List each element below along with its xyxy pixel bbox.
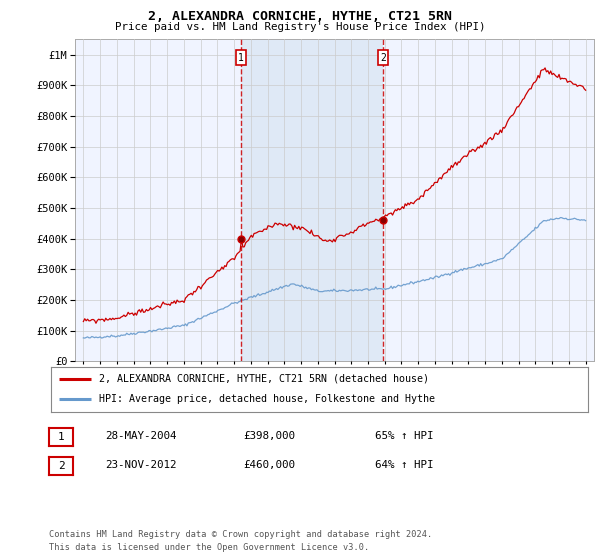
Text: 65% ↑ HPI: 65% ↑ HPI	[375, 431, 433, 441]
Text: 1: 1	[238, 53, 244, 63]
Text: HPI: Average price, detached house, Folkestone and Hythe: HPI: Average price, detached house, Folk…	[100, 394, 436, 404]
Text: £398,000: £398,000	[243, 431, 295, 441]
Text: 2, ALEXANDRA CORNICHE, HYTHE, CT21 5RN: 2, ALEXANDRA CORNICHE, HYTHE, CT21 5RN	[148, 10, 452, 23]
Text: 64% ↑ HPI: 64% ↑ HPI	[375, 460, 433, 470]
Text: £460,000: £460,000	[243, 460, 295, 470]
Text: Contains HM Land Registry data © Crown copyright and database right 2024.: Contains HM Land Registry data © Crown c…	[49, 530, 433, 539]
Bar	[241, 39, 383, 361]
Text: 1: 1	[58, 432, 65, 442]
Text: 2: 2	[380, 53, 386, 63]
Text: 2, ALEXANDRA CORNICHE, HYTHE, CT21 5RN (detached house): 2, ALEXANDRA CORNICHE, HYTHE, CT21 5RN (…	[100, 374, 430, 384]
Text: 2: 2	[58, 461, 65, 471]
Text: 23-NOV-2012: 23-NOV-2012	[105, 460, 176, 470]
Text: This data is licensed under the Open Government Licence v3.0.: This data is licensed under the Open Gov…	[49, 543, 370, 552]
Text: Price paid vs. HM Land Registry's House Price Index (HPI): Price paid vs. HM Land Registry's House …	[115, 22, 485, 32]
Text: 28-MAY-2004: 28-MAY-2004	[105, 431, 176, 441]
